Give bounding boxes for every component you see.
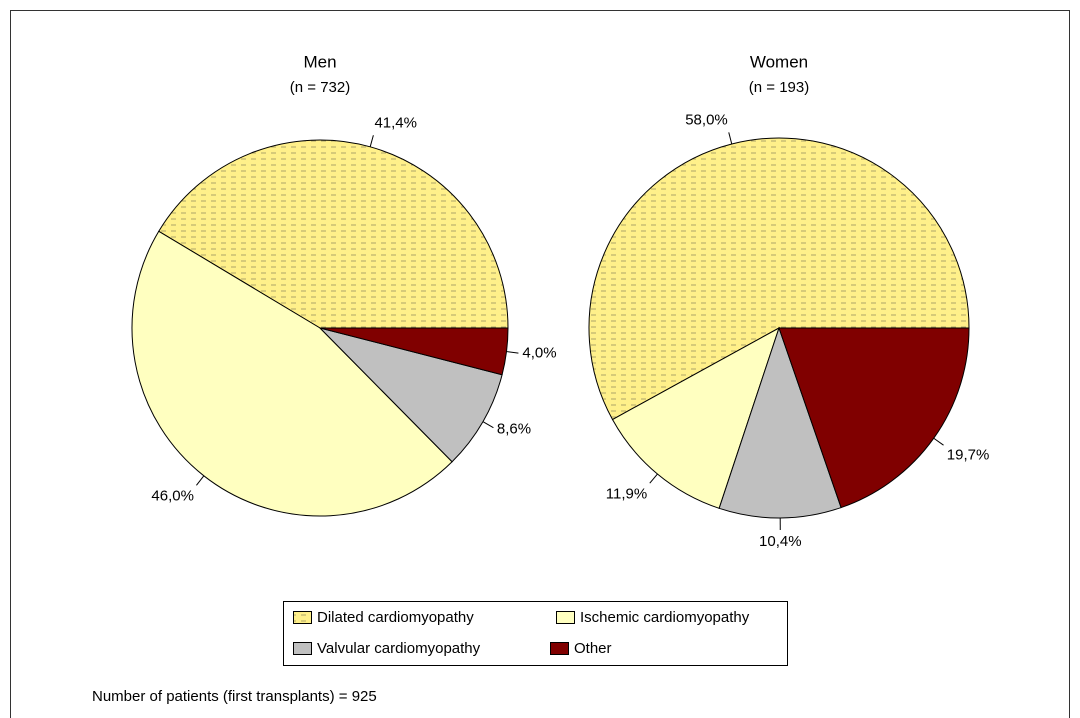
legend-swatch	[556, 611, 575, 624]
pie-slice	[318, 327, 503, 463]
data-label: 10,4%	[759, 533, 802, 550]
data-label: 41,4%	[374, 114, 417, 131]
legend	[283, 601, 788, 666]
data-label: 8,6%	[497, 421, 531, 438]
leader-line	[482, 421, 494, 429]
legend-label: Dilated cardiomyopathy	[317, 609, 474, 626]
pie-slice	[319, 327, 509, 376]
legend-label: Valvular cardiomyopathy	[317, 640, 481, 657]
pie-subtitle: (n = 193)	[749, 79, 809, 96]
leader-line	[506, 351, 519, 354]
leader-line	[369, 135, 374, 147]
footnote: Number of patients (first transplants) =…	[92, 688, 377, 705]
data-label: 46,0%	[151, 487, 194, 504]
legend-swatch	[293, 611, 312, 624]
pie-title: Women	[750, 52, 808, 71]
data-label: 11,9%	[606, 485, 647, 502]
pie-slice	[588, 137, 970, 421]
pie-slice	[778, 327, 970, 509]
legend-label: Ischemic cardiomyopathy	[580, 609, 750, 626]
leader-line	[649, 473, 658, 484]
legend-swatch	[293, 642, 312, 655]
legend-swatch	[550, 642, 569, 655]
pie-slice	[158, 139, 509, 329]
data-label: 4,0%	[522, 345, 556, 362]
data-label: 19,7%	[947, 446, 990, 463]
leader-line	[933, 437, 944, 446]
data-label: 58,0%	[685, 111, 728, 128]
leader-line	[728, 132, 733, 145]
pie-subtitle: (n = 732)	[290, 79, 350, 96]
leader-line	[196, 475, 205, 486]
legend-label: Other	[574, 640, 612, 657]
pie-slice	[718, 326, 842, 519]
frame	[10, 10, 1070, 718]
pie-slice	[611, 326, 780, 509]
pie-title: Men	[303, 52, 336, 71]
